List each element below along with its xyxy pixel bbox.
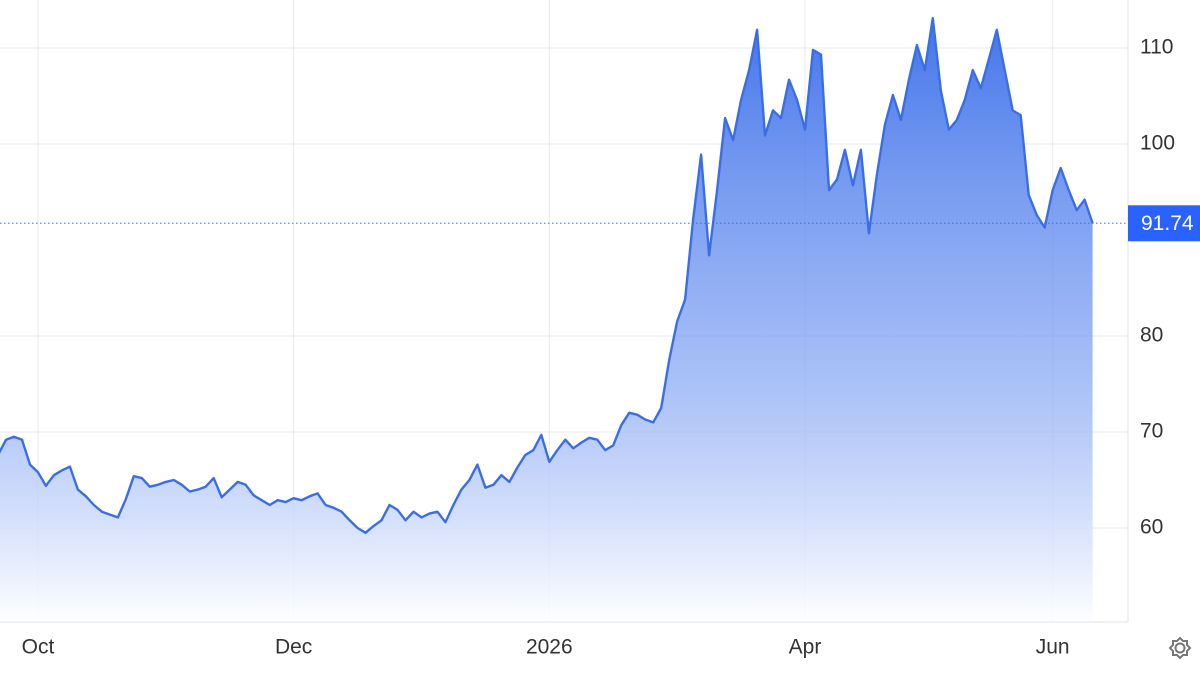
- plot-area: [0, 0, 1128, 622]
- area-fill: [0, 18, 1093, 622]
- x-tick-label: Jun: [1036, 636, 1070, 659]
- x-tick-label: Oct: [22, 636, 55, 659]
- y-tick-label: 60: [1140, 516, 1163, 539]
- y-tick-label: 70: [1140, 420, 1163, 443]
- y-tick-label: 100: [1140, 132, 1175, 155]
- y-tick-label: 80: [1140, 324, 1163, 347]
- settings-icon[interactable]: [1168, 636, 1192, 660]
- y-tick-label: 110: [1140, 36, 1173, 59]
- x-tick-label: 2026: [526, 636, 573, 659]
- last-price-box: [1128, 205, 1200, 242]
- price-line: [0, 17, 1094, 534]
- x-tick-label: Apr: [789, 636, 822, 659]
- x-tick-label: Dec: [275, 636, 312, 659]
- last-price-label: 91.74: [1141, 212, 1194, 235]
